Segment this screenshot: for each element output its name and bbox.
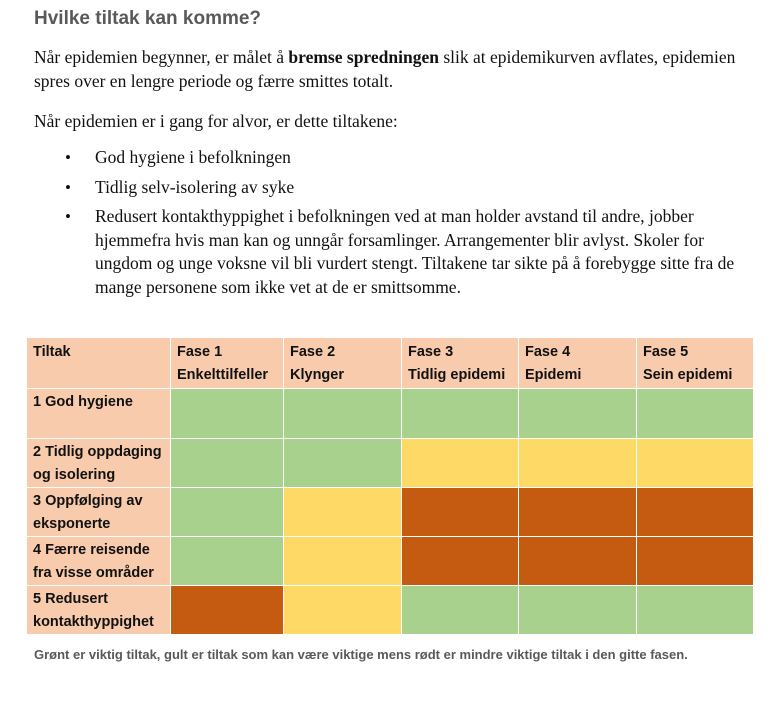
status-cell: [170, 536, 284, 586]
list-item-text: Tidlig selv-isolering av syke: [95, 176, 295, 197]
status-cell: [170, 585, 284, 635]
phase-title: Fase 3: [408, 344, 454, 360]
table-row: 1 God hygiene: [26, 388, 754, 439]
lead-paragraph: Når epidemien er i gang for alvor, er de…: [34, 111, 398, 131]
status-cell: [170, 438, 284, 488]
list-item-text: God hygiene i befolkningen: [95, 147, 291, 167]
row-label: 1 God hygiene: [26, 388, 171, 439]
intro-text-after: slik at epidemikurven avflates, epidemie…: [34, 47, 736, 91]
status-cell: [283, 388, 402, 439]
phase-subtitle: Epidemi: [525, 367, 582, 383]
bullet-icon: •: [65, 207, 71, 226]
status-cell: [518, 536, 637, 586]
table-row: 3 Oppfølging av eksponerte: [26, 487, 754, 537]
status-cell: [636, 438, 754, 488]
status-cell: [401, 487, 519, 537]
measures-phase-table: Tiltak Fase 1 Enkelttilfeller Fase 2 Klyng…: [26, 337, 754, 635]
status-cell: [170, 388, 284, 439]
status-cell: [401, 585, 519, 635]
header-phase-4: Fase 4 Epidemi: [518, 337, 637, 389]
header-phase-5: Fase 5 Sein epidemi: [636, 337, 754, 389]
phase-title: Fase 2: [290, 344, 336, 360]
status-cell: [518, 487, 637, 537]
status-cell: [636, 388, 754, 439]
list-item: • Tidlig selv-isolering av syke: [34, 176, 754, 200]
header-phase-2: Fase 2 Klynger: [283, 337, 402, 389]
list-item-text: Redusert kontakthyppighet i befolkningen…: [95, 206, 735, 297]
header-corner: Tiltak: [26, 337, 171, 389]
row-label: 4 Færre reisende fra visse områder: [26, 536, 171, 586]
intro-bold-text: bremse spredningen: [288, 47, 439, 67]
row-label: 2 Tidlig oppdaging og isolering: [26, 438, 171, 488]
phase-subtitle: Tidlig epidemi: [408, 367, 506, 383]
status-cell: [283, 487, 402, 537]
list-item: • God hygiene i befolkningen: [34, 146, 754, 170]
table-row: 5 Redusert kontakthyppighet: [26, 585, 754, 635]
phase-title: Fase 1: [177, 344, 223, 360]
intro-paragraph: Når epidemien begynner, er målet å brems…: [34, 46, 754, 93]
status-cell: [636, 536, 754, 586]
header-phase-3: Fase 3 Tidlig epidemi: [401, 337, 519, 389]
section-heading: Hvilke tiltak kan komme?: [34, 8, 262, 29]
intro-text-before: Når epidemien begynner, er målet å: [34, 47, 289, 67]
status-cell: [283, 438, 402, 488]
table-row: 4 Færre reisende fra visse områder: [26, 536, 754, 586]
header-phase-1: Fase 1 Enkelttilfeller: [170, 337, 284, 389]
list-item: • Redusert kontakthyppighet i befolkninge…: [34, 205, 754, 299]
status-cell: [518, 585, 637, 635]
table-footnote: Grønt er viktig tiltak, gult er tiltak s…: [34, 647, 688, 662]
status-cell: [283, 585, 402, 635]
status-cell: [283, 536, 402, 586]
bullet-icon: •: [65, 148, 71, 167]
bullet-icon: •: [65, 177, 71, 197]
status-cell: [636, 585, 754, 635]
status-cell: [636, 487, 754, 537]
phase-title: Fase 4: [525, 344, 571, 360]
phase-subtitle: Sein epidemi: [643, 367, 733, 383]
status-cell: [170, 487, 284, 537]
phase-subtitle: Enkelttilfeller: [177, 367, 269, 383]
row-label: 5 Redusert kontakthyppighet: [26, 585, 171, 635]
status-cell: [401, 388, 519, 439]
phase-title: Fase 5: [643, 344, 689, 360]
measures-list: • God hygiene i befolkningen • Tidlig selv…: [34, 146, 754, 305]
status-cell: [518, 388, 637, 439]
status-cell: [518, 438, 637, 488]
status-cell: [401, 438, 519, 488]
table-header-row: Tiltak Fase 1 Enkelttilfeller Fase 2 Klyng…: [26, 337, 754, 389]
phase-subtitle: Klynger: [290, 367, 344, 383]
status-cell: [401, 536, 519, 586]
row-label: 3 Oppfølging av eksponerte: [26, 487, 171, 537]
table-row: 2 Tidlig oppdaging og isolering: [26, 438, 754, 488]
